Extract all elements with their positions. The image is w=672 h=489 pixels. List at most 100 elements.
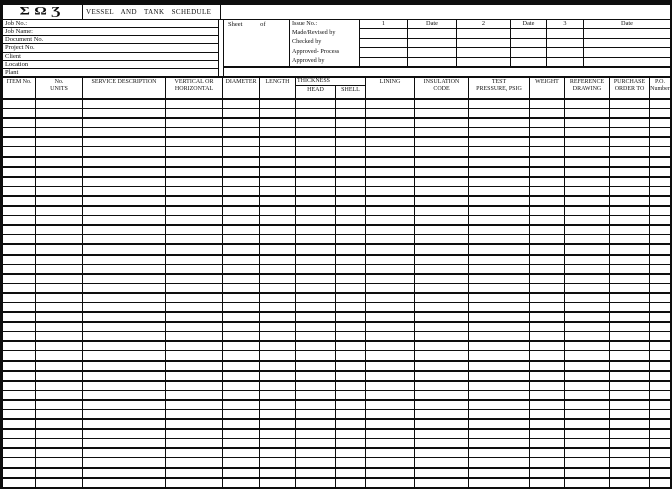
table-cell (83, 235, 166, 244)
table-cell (366, 207, 415, 216)
table-cell (650, 332, 670, 340)
table-cell (469, 167, 530, 176)
table-cell (366, 361, 415, 370)
table-cell (223, 186, 260, 195)
table-cell (650, 430, 670, 438)
table-cell (650, 100, 670, 108)
column-header-line2: DRAWING (572, 85, 602, 92)
table-cell (3, 313, 36, 322)
column-header-line1: INSULATION (423, 79, 460, 85)
table-cell (650, 226, 670, 234)
table-cell (166, 100, 223, 109)
table-cell (336, 274, 366, 283)
table-cell (650, 168, 670, 176)
table-cell (530, 478, 565, 487)
column-header-service-description: SERVICE DESCRIPTION (83, 78, 166, 98)
column-header-line1: WEIGHT (535, 79, 559, 85)
table-cell (3, 207, 36, 216)
table-cell (336, 371, 366, 380)
job-field-row-location: Location (3, 61, 218, 69)
table-cell (336, 157, 366, 166)
table-cell (469, 420, 530, 429)
revision-grid-row (360, 57, 670, 67)
table-cell (260, 400, 296, 409)
table-cell (565, 449, 610, 458)
job-field-row-project-no: Project No. (3, 44, 218, 53)
table-cell (610, 274, 650, 283)
table-cell (530, 293, 565, 302)
table-cell (223, 235, 260, 244)
table-cell (336, 332, 366, 341)
revision-grid-cell (511, 48, 547, 57)
table-row (3, 438, 670, 448)
table-row (3, 311, 670, 322)
table-cell (650, 275, 670, 283)
revision-grid-cell (511, 29, 547, 38)
table-cell (3, 128, 36, 137)
table-cell (83, 381, 166, 390)
table-cell (260, 264, 296, 273)
table-cell (366, 264, 415, 273)
table-cell (366, 177, 415, 186)
table-cell (610, 342, 650, 351)
table-cell (366, 371, 415, 380)
table-cell (336, 468, 366, 477)
table-cell (166, 216, 223, 225)
table-cell (415, 147, 469, 156)
column-header-purchase: PURCHASE ORDER TO (610, 78, 650, 98)
table-cell (336, 196, 366, 206)
revision-grid-cell (584, 48, 670, 56)
table-cell (83, 157, 166, 166)
table-cell (336, 100, 366, 109)
table-cell (36, 274, 83, 283)
table-cell (3, 390, 36, 399)
table-cell (366, 332, 415, 341)
table-cell (565, 167, 610, 176)
schedule-table-body (3, 100, 670, 487)
table-cell (166, 207, 223, 216)
table-cell (3, 119, 36, 128)
table-cell (3, 332, 36, 341)
column-header-line1: LENGTH (265, 79, 290, 85)
column-header-vertical-or: VERTICAL OR HORIZONTAL (166, 78, 223, 98)
table-cell (469, 119, 530, 128)
table-cell (650, 372, 670, 380)
table-cell (336, 458, 366, 467)
table-cell (565, 371, 610, 380)
table-cell (610, 430, 650, 439)
table-cell (36, 207, 83, 216)
table-cell (565, 430, 610, 439)
table-cell (260, 478, 296, 487)
table-cell (650, 178, 670, 186)
table-cell (3, 293, 36, 302)
table-cell (336, 449, 366, 458)
column-header-no: No. UNITS (36, 78, 83, 98)
table-cell (336, 361, 366, 370)
table-cell (166, 342, 223, 351)
table-cell (469, 100, 530, 109)
table-cell (415, 410, 469, 419)
table-cell (610, 216, 650, 225)
table-cell (530, 157, 565, 166)
table-cell (530, 177, 565, 186)
table-cell (336, 207, 366, 216)
table-cell (610, 468, 650, 477)
table-cell (366, 410, 415, 419)
table-cell (650, 382, 670, 390)
table-cell (83, 410, 166, 419)
table-cell (166, 109, 223, 118)
table-cell (415, 313, 469, 322)
table-cell (469, 245, 530, 254)
table-cell (610, 119, 650, 128)
table-cell (469, 293, 530, 302)
table-cell (296, 323, 336, 332)
table-cell (166, 400, 223, 409)
column-header-shell: SHELL (341, 87, 360, 93)
table-cell (565, 439, 610, 448)
table-cell (36, 264, 83, 273)
table-cell (366, 157, 415, 166)
table-cell (83, 420, 166, 429)
table-cell (530, 410, 565, 419)
table-cell (296, 128, 336, 137)
table-cell (565, 177, 610, 186)
